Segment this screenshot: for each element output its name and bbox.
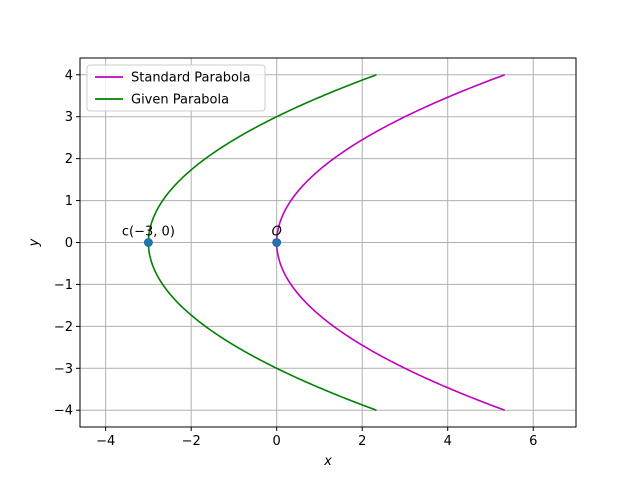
y-tick-label: −4 [54,404,73,419]
y-tick-label: 2 [65,152,73,167]
ticks-group: −4 −2 0 2 4 6 −4 −3 −2 −1 0 1 2 3 4 [54,68,538,449]
x-tick-label: 4 [444,434,452,449]
legend-box [86,64,266,112]
x-tick-label: 2 [358,434,366,449]
legend: Standard Parabola Given Parabola [86,64,266,112]
x-axis-label: x [323,454,332,469]
y-tick-label: −2 [54,320,73,335]
x-tick-label: 6 [529,434,537,449]
point-marker [272,238,282,247]
grid-lines [80,58,576,427]
y-tick-label: −1 [54,278,73,293]
point-label: c(−3, 0) [122,225,175,240]
point-marker [144,238,153,247]
y-tick-label: 1 [65,194,73,209]
y-tick-label: −3 [54,362,73,377]
y-tick-label: 3 [65,110,73,125]
legend-label: Given Parabola [131,93,229,108]
x-tick-label: −4 [96,434,115,449]
point-label: O [272,225,282,240]
y-tick-label: 0 [65,236,73,251]
x-tick-label: −2 [182,434,201,449]
y-axis-label: y [27,238,42,247]
x-tick-label: 0 [273,434,281,449]
y-tick-label: 4 [65,68,73,83]
points-group: c(−3, 0) O [122,225,282,247]
legend-label: Standard Parabola [131,71,251,86]
